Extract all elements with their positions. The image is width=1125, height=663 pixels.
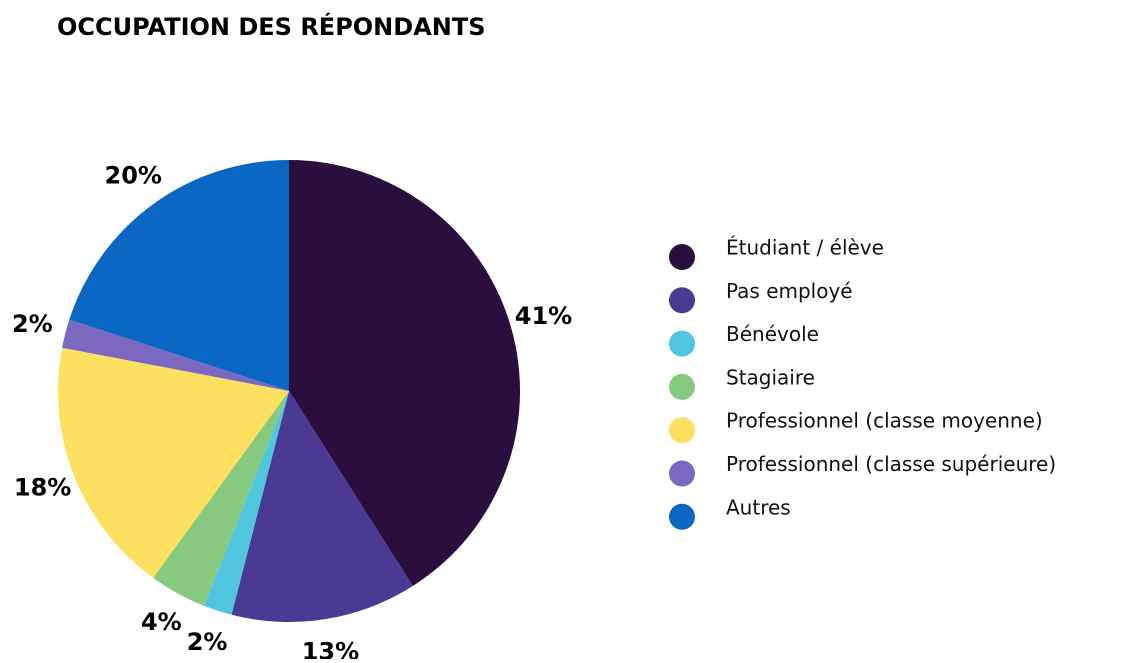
data-label: 2% — [12, 310, 53, 338]
pie-slice — [231, 391, 413, 622]
legend-label: Bénévole — [726, 322, 819, 346]
legend-label: Pas employé — [726, 279, 853, 303]
legend-swatch — [669, 330, 695, 357]
pie-slice — [69, 160, 290, 391]
legend-swatch — [669, 460, 695, 487]
legend-swatch — [669, 503, 695, 530]
legend-label: Professionnel (classe moyenne) — [726, 409, 1043, 433]
legend-label: Stagiaire — [726, 365, 815, 389]
data-label: 18% — [14, 474, 71, 502]
legend-label: Professionnel (classe supérieure) — [726, 452, 1056, 476]
pie-slice — [203, 391, 289, 615]
data-label: 20% — [105, 162, 162, 190]
pie-slice — [289, 160, 520, 587]
data-label: 4% — [141, 608, 182, 636]
legend-label: Étudiant / élève — [726, 236, 884, 260]
legend-label: Autres — [726, 495, 791, 519]
legend-swatch — [669, 373, 695, 400]
chart-title: OCCUPATION DES RÉPONDANTS — [57, 12, 486, 41]
data-label: 41% — [515, 302, 572, 330]
data-label: 2% — [187, 628, 228, 656]
data-label: 13% — [302, 638, 359, 659]
pie-slice — [62, 319, 289, 391]
legend-swatch — [669, 244, 695, 270]
legend-swatch — [669, 287, 695, 314]
pie-slice — [57, 347, 290, 578]
legend-swatch — [669, 417, 695, 444]
pie-slice — [153, 391, 289, 606]
